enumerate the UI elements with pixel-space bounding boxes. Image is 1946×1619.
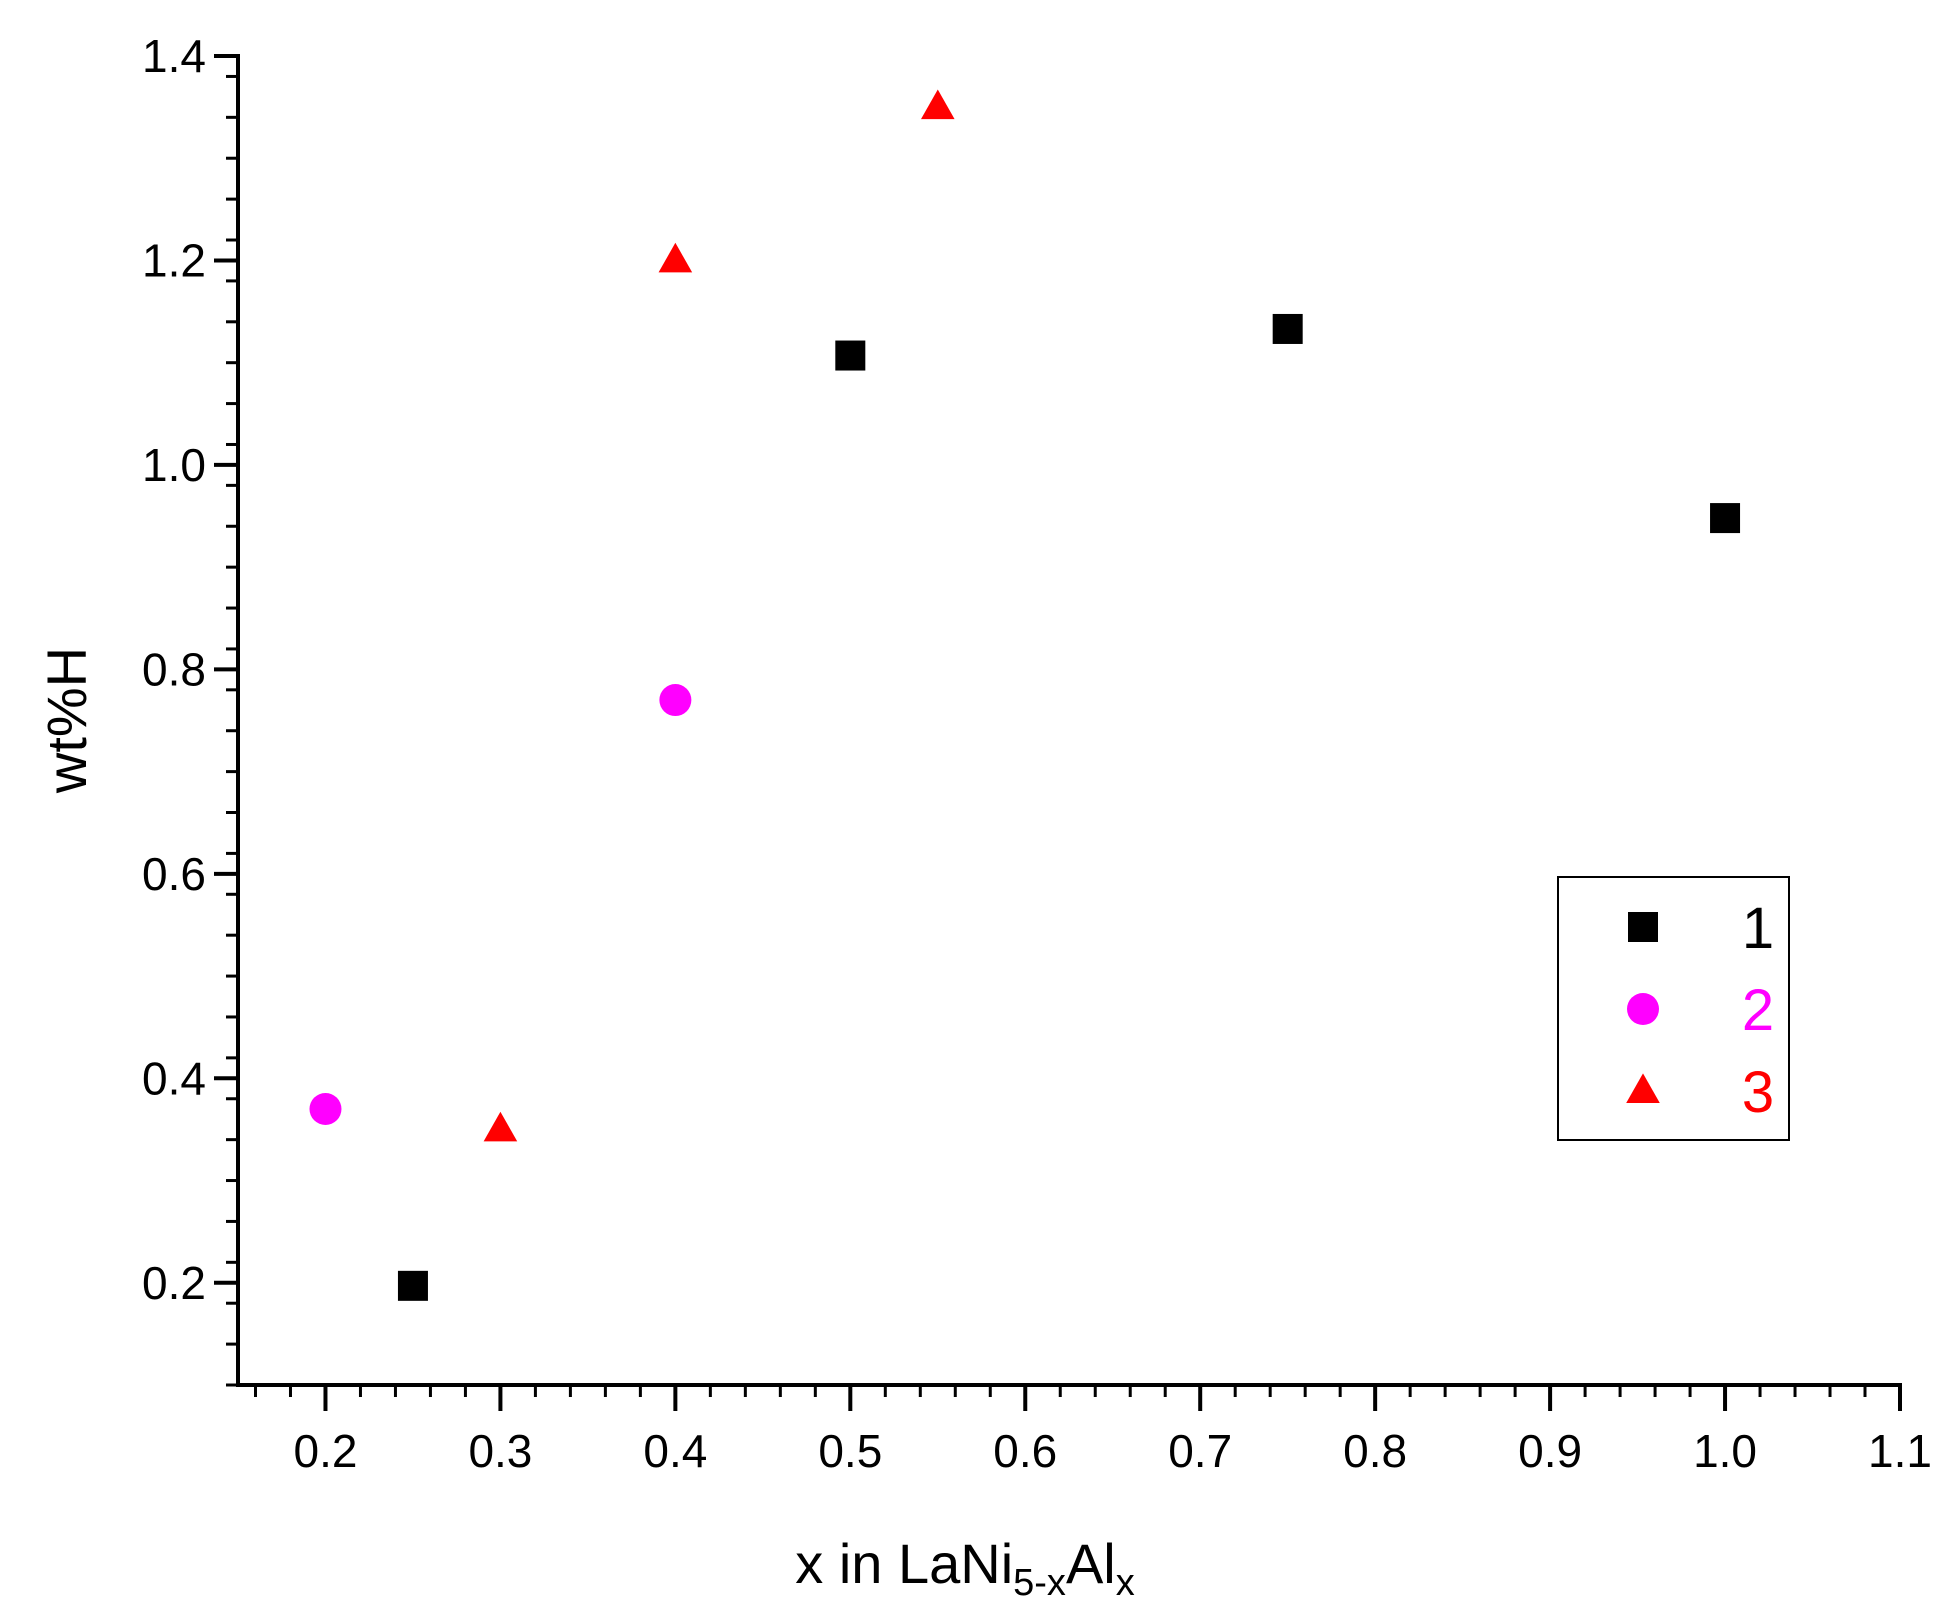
x-tick-label: 0.6 xyxy=(993,1425,1057,1477)
x-axis-title: x in LaNi5-xAlx xyxy=(795,1532,1134,1604)
data-points xyxy=(309,89,1741,1301)
x-axis-title-sub2: x xyxy=(1116,1562,1135,1604)
x-axis-title-sub1: 5-x xyxy=(1013,1562,1066,1604)
x-tick-label: 0.2 xyxy=(293,1425,357,1477)
x-tick-label: 1.1 xyxy=(1868,1425,1932,1477)
series-2-point xyxy=(309,1092,342,1125)
legend-label-3: 3 xyxy=(1742,1060,1774,1125)
y-tick-label: 0.6 xyxy=(142,848,206,900)
y-tick-label: 1.0 xyxy=(142,439,206,491)
series-3-point xyxy=(483,1111,518,1142)
tick-labels: 0.2 0.3 0.4 0.5 0.6 0.7 0.8 0.9 1.0 1.1 0.2 0.4 0.6 0… xyxy=(142,30,1932,1477)
series-1-point xyxy=(397,1270,428,1301)
x-tick-label: 0.4 xyxy=(643,1425,707,1477)
series-3-point xyxy=(658,242,693,273)
x-tick-label: 1.0 xyxy=(1693,1425,1757,1477)
series-1-point xyxy=(1710,503,1741,534)
y-tick-label: 0.8 xyxy=(142,643,206,695)
series-1-point xyxy=(1272,313,1303,344)
legend-label-2: 2 xyxy=(1742,978,1774,1043)
series-2-point xyxy=(659,684,692,717)
legend-label-1: 1 xyxy=(1742,896,1774,961)
series-3-point xyxy=(920,89,955,120)
y-axis-title: wt%H xyxy=(35,647,98,794)
x-tick-label: 0.8 xyxy=(1343,1425,1407,1477)
x-tick-label: 0.9 xyxy=(1518,1425,1582,1477)
legend-marker-3 xyxy=(1626,1073,1660,1103)
y-tick-label: 0.4 xyxy=(142,1052,206,1104)
y-tick-label: 1.2 xyxy=(142,234,206,286)
y-tick-label: 0.2 xyxy=(142,1257,206,1309)
x-axis-title-main: x in LaNi xyxy=(795,1532,1013,1595)
series-1-point xyxy=(835,340,866,371)
legend: 1 2 3 xyxy=(1557,876,1790,1141)
x-tick-label: 0.5 xyxy=(818,1425,882,1477)
legend-box xyxy=(1557,876,1790,1141)
x-tick-label: 0.3 xyxy=(468,1425,532,1477)
legend-marker-2 xyxy=(1627,993,1659,1025)
major-ticks xyxy=(214,54,1902,1411)
x-tick-label: 0.7 xyxy=(1168,1425,1232,1477)
x-axis-title-mid: Al xyxy=(1066,1532,1116,1595)
legend-marker-1 xyxy=(1628,912,1658,942)
y-tick-label: 1.4 xyxy=(142,30,206,82)
